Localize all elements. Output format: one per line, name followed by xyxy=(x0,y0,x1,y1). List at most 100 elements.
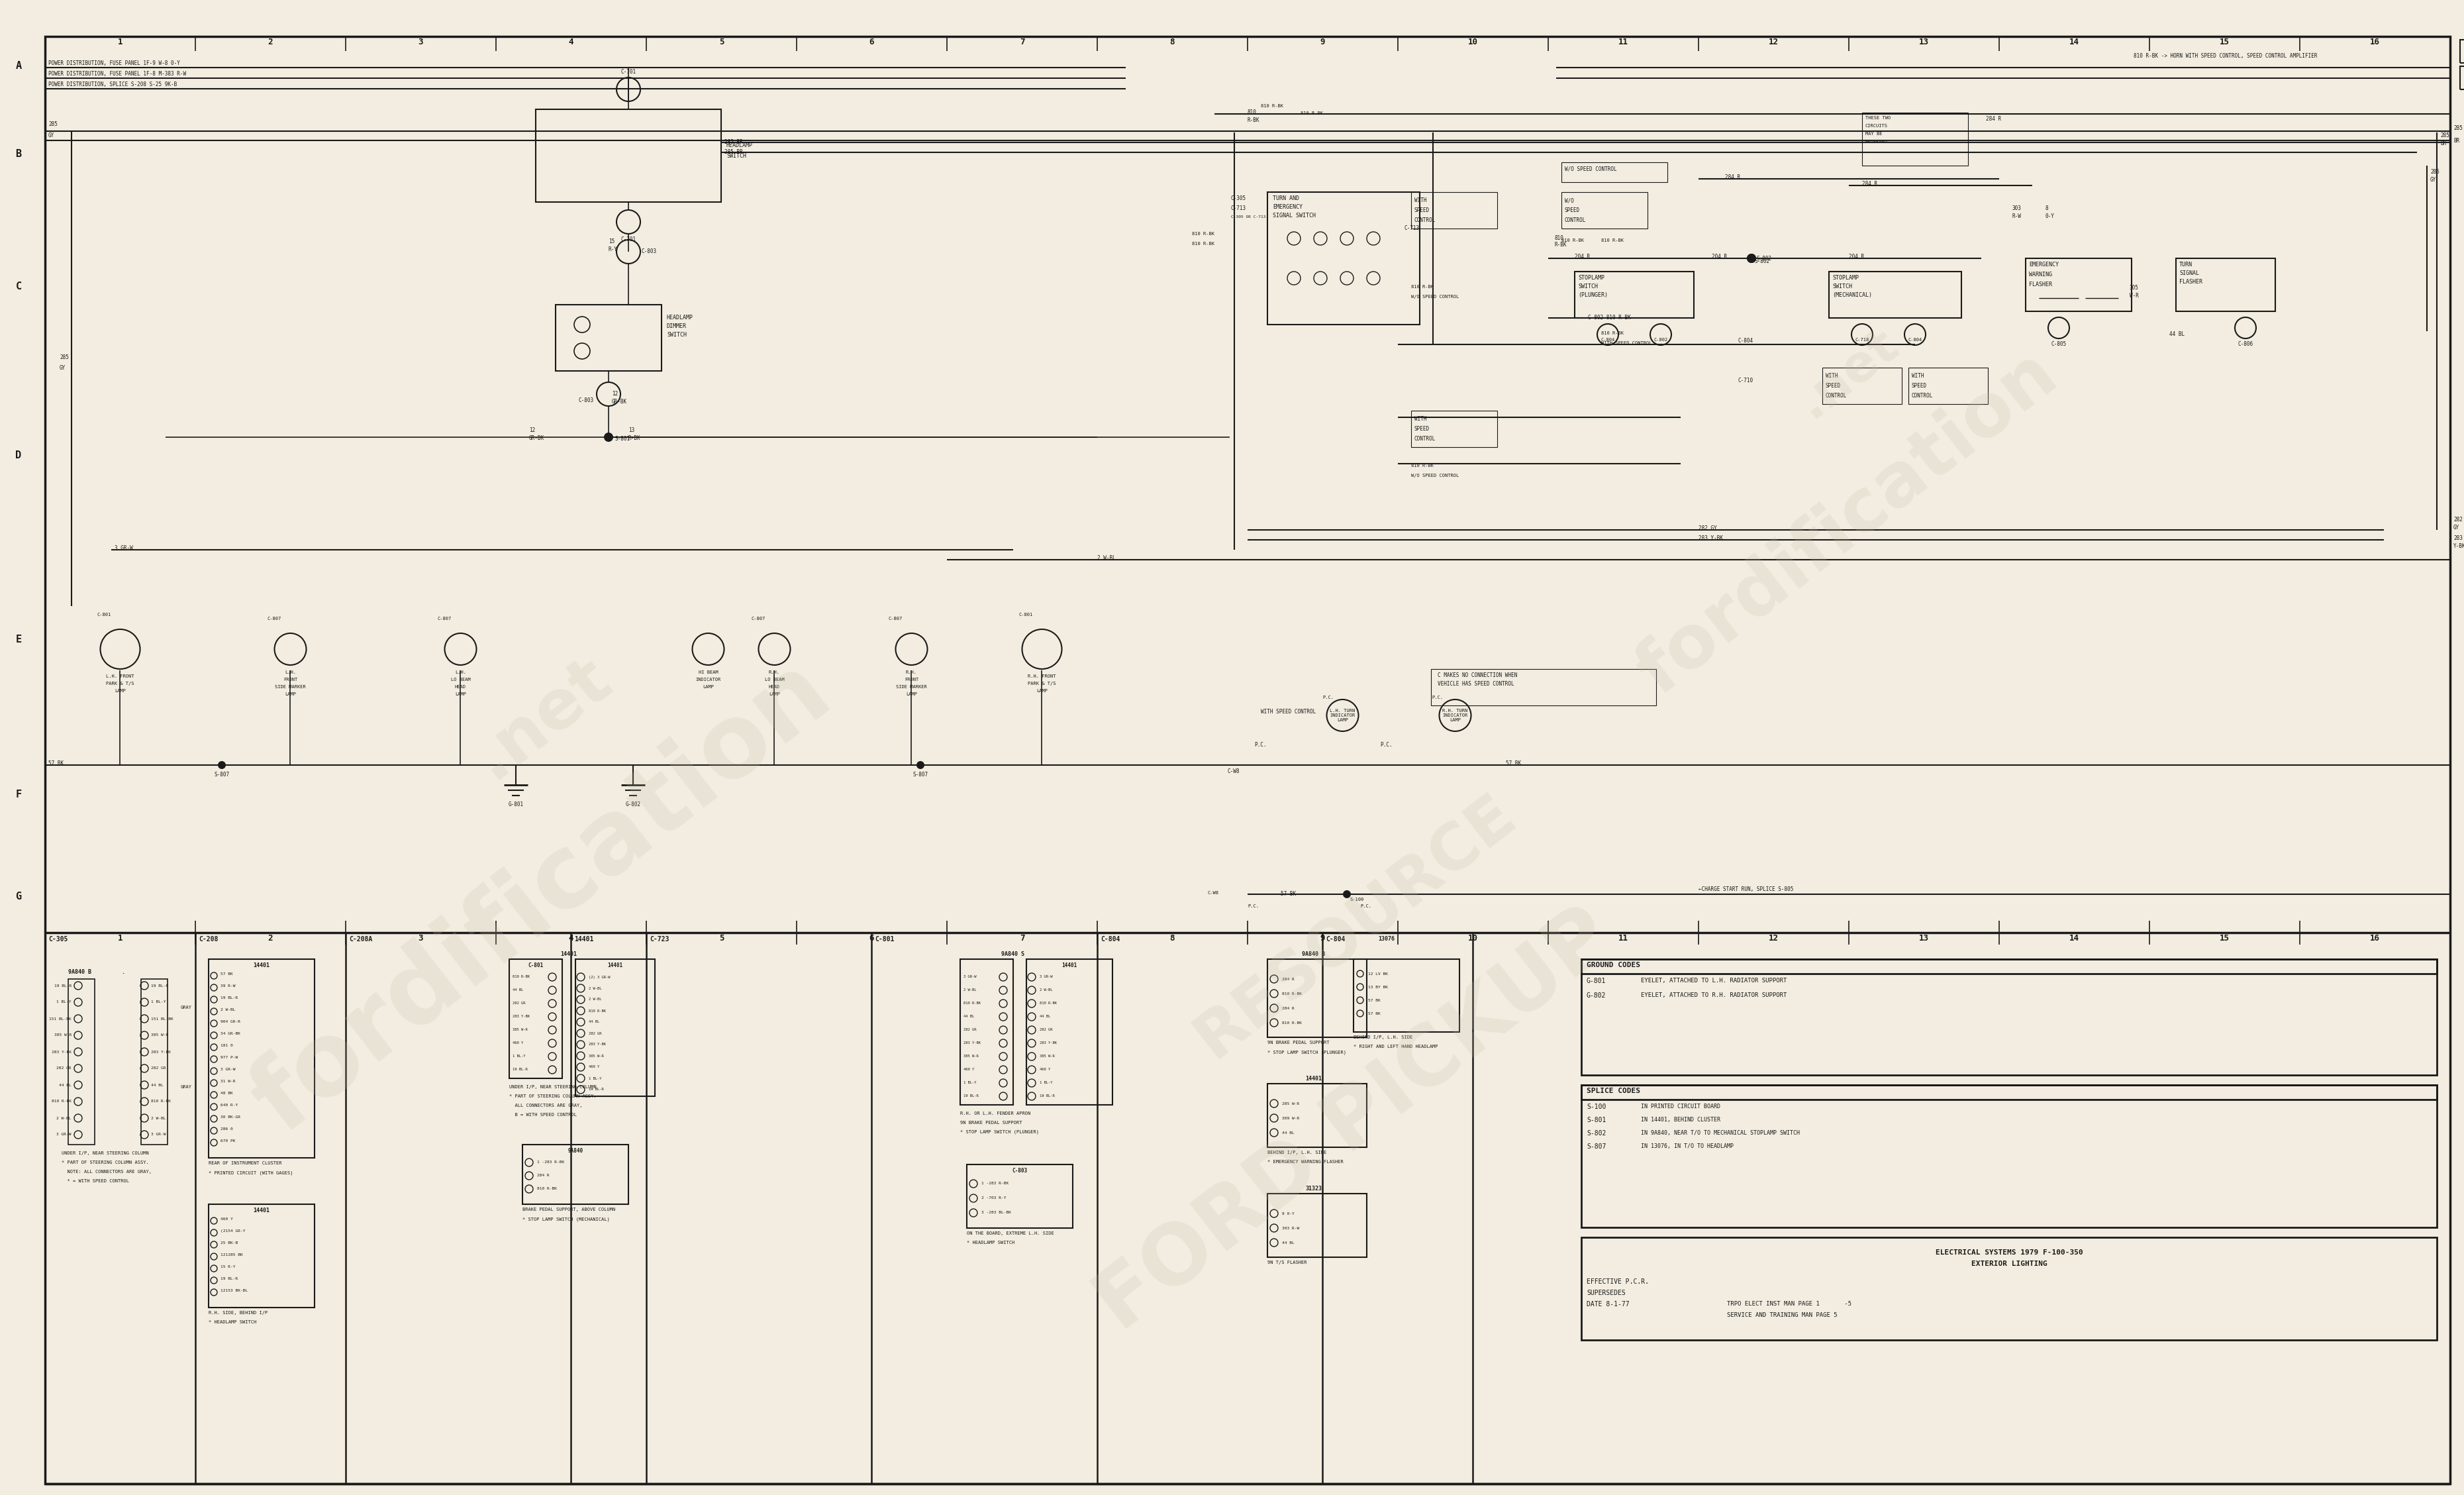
Text: C-806: C-806 xyxy=(2237,341,2252,347)
Text: C-305: C-305 xyxy=(1232,196,1247,202)
Text: 1 BL-Y: 1 BL-Y xyxy=(57,1000,71,1003)
Text: 44 BL: 44 BL xyxy=(2168,332,2186,338)
Text: 9A840 B: 9A840 B xyxy=(69,969,91,975)
Text: RESOURCE: RESOURCE xyxy=(1183,783,1528,1070)
Text: 460 Y: 460 Y xyxy=(513,1042,522,1045)
Text: GY: GY xyxy=(59,365,67,371)
Text: 6: 6 xyxy=(870,37,875,46)
Text: 19 BL-R: 19 BL-R xyxy=(54,984,71,987)
Text: GRAY: GRAY xyxy=(180,1085,192,1088)
Text: 3 GR-W: 3 GR-W xyxy=(963,975,976,979)
Text: 121285 BR: 121285 BR xyxy=(219,1253,244,1256)
Text: R-Y: R-Y xyxy=(609,247,618,253)
Bar xyxy=(1266,1193,1368,1257)
Text: 977 P-W: 977 P-W xyxy=(219,1055,239,1058)
Text: * PART OF STEERING COLUMN ASSY.: * PART OF STEERING COLUMN ASSY. xyxy=(510,1094,596,1099)
Text: 282 GR: 282 GR xyxy=(1040,1029,1052,1032)
Text: SIDE MARKER: SIDE MARKER xyxy=(276,685,306,689)
Text: 0-Y: 0-Y xyxy=(2045,214,2055,220)
Text: GY: GY xyxy=(49,133,54,139)
Text: 3 GR-W: 3 GR-W xyxy=(1040,975,1052,979)
Text: 44 BL: 44 BL xyxy=(513,988,522,991)
Text: 5: 5 xyxy=(719,934,724,942)
Text: WITH SPEED CONTROL: WITH SPEED CONTROL xyxy=(1602,341,1651,345)
Text: CONTROL: CONTROL xyxy=(1912,393,1934,399)
Text: (2154 GR-Y: (2154 GR-Y xyxy=(219,1229,246,1233)
Text: SIGNAL SWITCH: SIGNAL SWITCH xyxy=(1274,212,1316,218)
Text: 48 BK: 48 BK xyxy=(219,1091,234,1094)
Text: ←CHARGE START RUN, SPLICE S-805: ←CHARGE START RUN, SPLICE S-805 xyxy=(1698,887,1794,893)
Text: G-801: G-801 xyxy=(508,801,522,807)
Text: 810 R-BK: 810 R-BK xyxy=(52,1100,71,1103)
Text: 810 R-BK: 810 R-BK xyxy=(1281,1021,1301,1024)
Text: POWER DISTRIBUTION, SPLICE S-208 S-25 9K-B: POWER DISTRIBUTION, SPLICE S-208 S-25 9K… xyxy=(49,81,177,87)
Text: GR-BK: GR-BK xyxy=(611,399,628,405)
Text: WITH: WITH xyxy=(1414,416,1427,422)
Text: 31323: 31323 xyxy=(1306,1186,1323,1192)
Text: C-807: C-807 xyxy=(266,616,281,620)
Text: W-R: W-R xyxy=(2129,293,2139,299)
Text: 11: 11 xyxy=(1619,934,1629,942)
Text: 10: 10 xyxy=(1469,37,1478,46)
Text: 12 LV BK: 12 LV BK xyxy=(1368,972,1387,975)
Text: MAY BE: MAY BE xyxy=(1865,132,1882,136)
Text: 640 R-Y: 640 R-Y xyxy=(219,1103,239,1106)
Text: 1 -283 R-BK: 1 -283 R-BK xyxy=(537,1160,564,1165)
Text: 1 BL-Y: 1 BL-Y xyxy=(1040,1081,1052,1085)
Circle shape xyxy=(1747,254,1757,263)
Text: 282 GR: 282 GR xyxy=(589,1032,601,1035)
Text: 3 GR-W: 3 GR-W xyxy=(57,1133,71,1136)
Text: 3: 3 xyxy=(419,934,424,942)
Text: L.H.: L.H. xyxy=(286,670,296,674)
Text: 309 W-R: 309 W-R xyxy=(1281,1117,1299,1120)
Text: HI BEAM: HI BEAM xyxy=(697,670,717,674)
Text: A: A xyxy=(15,61,22,72)
Text: WITH: WITH xyxy=(1912,372,1924,378)
Bar xyxy=(1582,960,2437,973)
Text: R.H. FRONT: R.H. FRONT xyxy=(1027,674,1057,679)
Text: 2 W-BL: 2 W-BL xyxy=(57,1117,71,1120)
Text: SPEED: SPEED xyxy=(1912,383,1927,389)
Text: 14401: 14401 xyxy=(1062,963,1077,969)
Text: FRONT: FRONT xyxy=(283,677,298,682)
Bar xyxy=(1266,960,1368,1038)
Text: (MECHANICAL): (MECHANICAL) xyxy=(1833,292,1873,298)
Text: P.C.: P.C. xyxy=(1254,742,1266,748)
Text: 2 W-BL: 2 W-BL xyxy=(219,1008,237,1012)
Text: C-W8: C-W8 xyxy=(1227,768,1239,774)
Text: G-801: G-801 xyxy=(1587,978,1607,984)
Text: 57 BK: 57 BK xyxy=(1281,891,1296,897)
Text: 2 W-BL: 2 W-BL xyxy=(1040,988,1052,991)
Text: 3 GR-W: 3 GR-W xyxy=(219,1067,237,1070)
Text: PARK & T/S: PARK & T/S xyxy=(1027,682,1057,686)
Text: R-BK: R-BK xyxy=(628,435,641,441)
Text: 284 R: 284 R xyxy=(537,1174,549,1178)
Text: 31 W-R: 31 W-R xyxy=(219,1079,237,1082)
Text: 7: 7 xyxy=(1020,37,1025,46)
Text: 57 BK: 57 BK xyxy=(1368,1012,1380,1015)
Text: 13: 13 xyxy=(1919,37,1929,46)
Text: 282 GR: 282 GR xyxy=(963,1029,976,1032)
Text: 385 W-R: 385 W-R xyxy=(54,1033,71,1038)
Text: 282 GR: 282 GR xyxy=(150,1067,165,1070)
Bar xyxy=(1582,1085,2437,1099)
Text: G-802: G-802 xyxy=(626,801,641,807)
Text: C-801: C-801 xyxy=(1018,613,1032,616)
Text: 810 R-BK: 810 R-BK xyxy=(1562,239,1584,242)
Text: C-804: C-804 xyxy=(1326,936,1345,942)
Text: 10: 10 xyxy=(1469,934,1478,942)
Text: GY: GY xyxy=(2430,176,2437,182)
Text: 14401: 14401 xyxy=(1306,1076,1323,1082)
Text: 44 BL: 44 BL xyxy=(1281,1241,1294,1244)
Text: 14401: 14401 xyxy=(254,1208,271,1214)
Text: C-807: C-807 xyxy=(439,616,451,620)
Text: ALL CONNECTORS ARE GRAY,: ALL CONNECTORS ARE GRAY, xyxy=(510,1103,582,1108)
Text: 385 W-R: 385 W-R xyxy=(150,1033,168,1038)
Text: SWITCH: SWITCH xyxy=(1577,284,1597,290)
Bar xyxy=(69,979,94,1145)
Text: R.H.: R.H. xyxy=(907,670,917,674)
Text: FORD PICKUP: FORD PICKUP xyxy=(1082,896,1629,1347)
Text: GRAY: GRAY xyxy=(180,1006,192,1009)
Text: 810 R-BK: 810 R-BK xyxy=(1412,286,1434,289)
Text: B = WITH SPEED CONTROL: B = WITH SPEED CONTROL xyxy=(510,1112,577,1117)
